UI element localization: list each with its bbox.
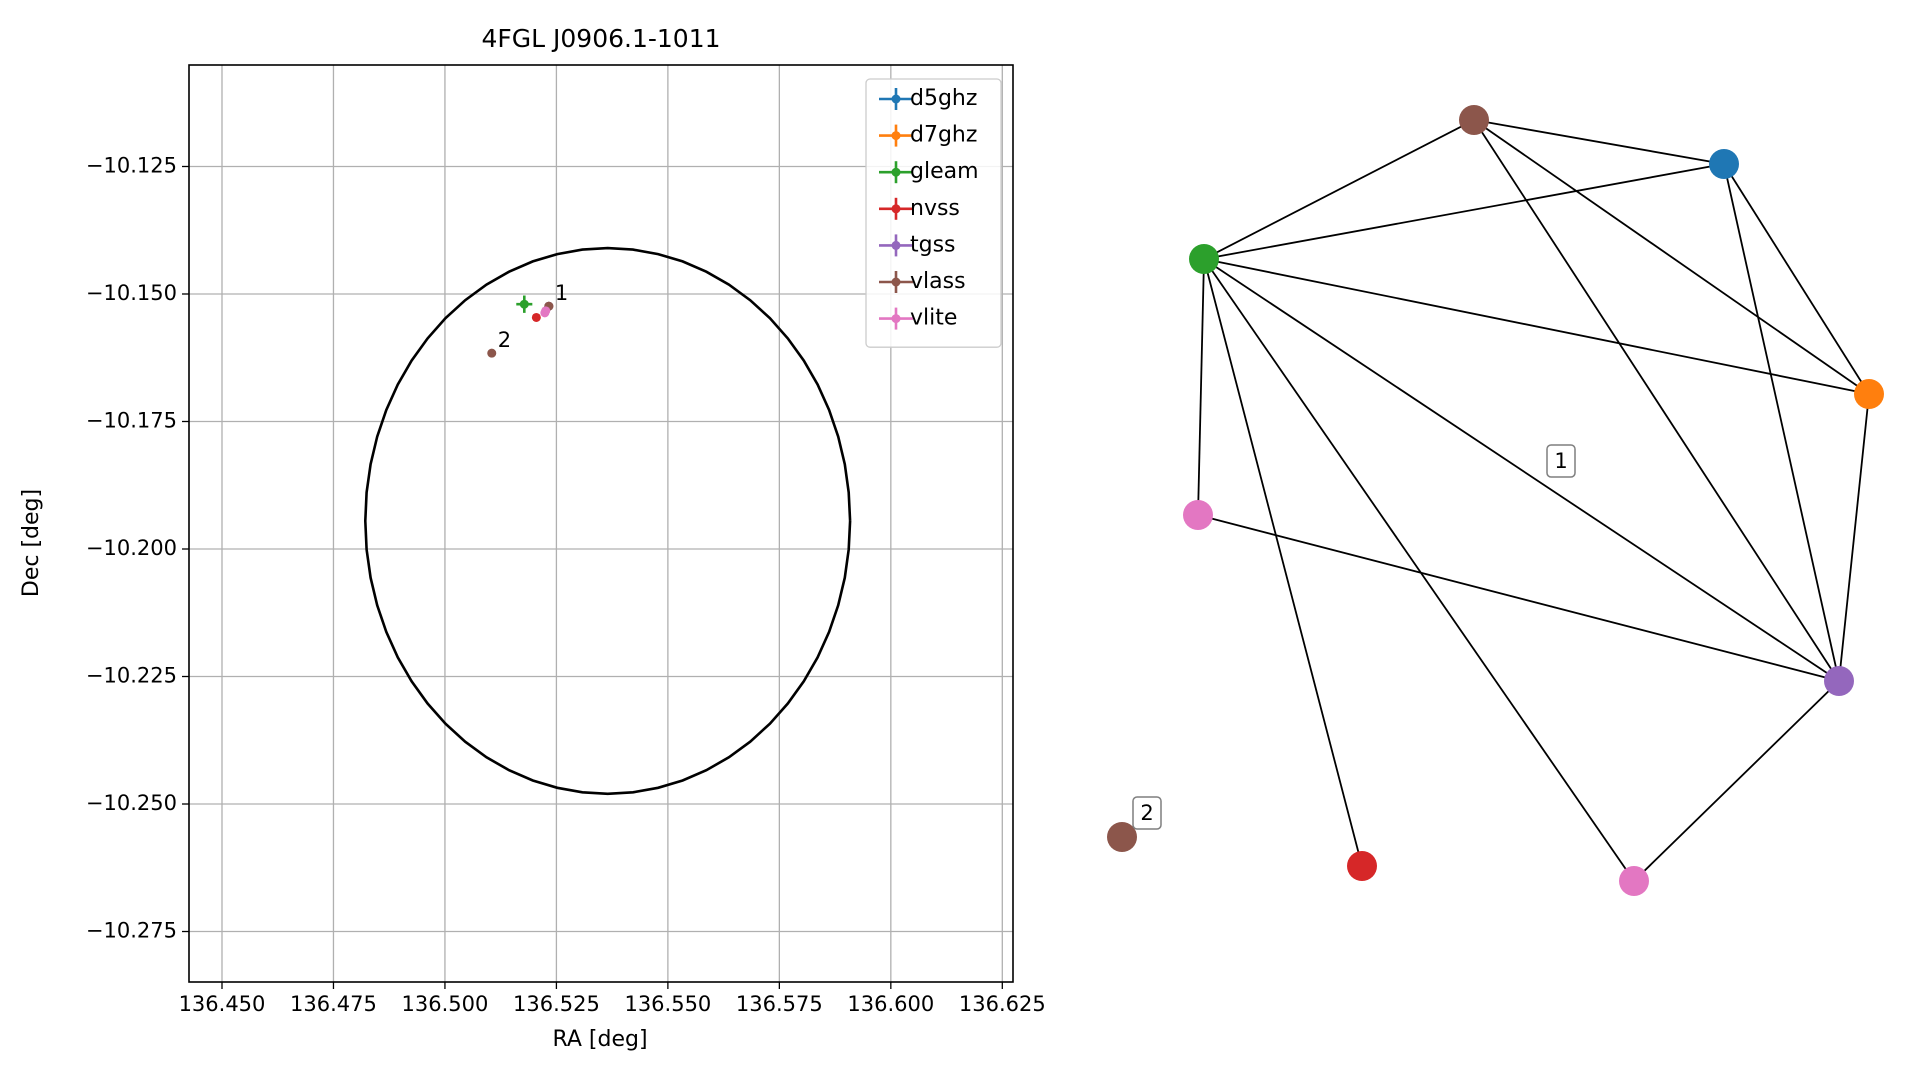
legend-label: tgss (910, 232, 956, 257)
graph-edge (1473, 119, 1870, 395)
graph-node-vlite_2 (1619, 866, 1649, 896)
x-tick-label: 136.625 (959, 992, 1046, 1016)
axes-frame (188, 64, 1014, 983)
graph-edge (1473, 119, 1725, 165)
uncertainty-circle (363, 246, 852, 796)
legend-marker (891, 167, 901, 177)
group-label-text: 1 (1554, 449, 1567, 473)
graph-edge (1197, 258, 1205, 516)
y-tick-label: −10.200 (86, 536, 177, 560)
y-tick-label: −10.175 (86, 408, 177, 432)
legend-label: vlass (910, 269, 966, 294)
group-label-text: 2 (1140, 801, 1153, 825)
legend-entry-vlass: vlass (879, 269, 966, 294)
graph-edge (1203, 258, 1870, 395)
graph-node-tgss (1824, 666, 1854, 696)
graph-edge (1723, 163, 1840, 682)
y-tick-label: −10.225 (86, 664, 177, 688)
y-tick-label: −10.275 (86, 919, 177, 943)
data-point-gleam (516, 295, 533, 313)
y-tick-label: −10.250 (86, 791, 177, 815)
graph-edge (1203, 258, 1363, 867)
legend-label: vlite (910, 306, 957, 331)
marker (540, 308, 550, 318)
graph-node-gleam (1189, 244, 1219, 274)
legend-label: nvss (910, 196, 960, 221)
legend-label: gleam (910, 159, 979, 184)
graph-group-label: 2 (1132, 796, 1162, 830)
group-label: 1 (555, 281, 568, 305)
legend: d5ghz d7ghz gleam nvss tgss vlass vlite (865, 78, 1002, 348)
x-axis-label: RA [deg] (552, 1027, 647, 1052)
legend-marker (891, 277, 901, 287)
x-tick-label: 136.475 (290, 992, 377, 1016)
graph-edge (1197, 514, 1840, 682)
legend-label: d7ghz (910, 123, 977, 148)
x-tick-label: 136.600 (847, 992, 934, 1016)
y-tick-label: −10.150 (86, 281, 177, 305)
legend-entry-nvss: nvss (879, 196, 960, 221)
data-point-vlass (487, 348, 497, 358)
y-axis-label: Dec [deg] (19, 489, 44, 597)
graph-node-vlass_1 (1459, 105, 1489, 135)
marker (487, 348, 497, 358)
legend-entry-gleam: gleam (879, 159, 979, 184)
graph-group-label: 1 (1546, 444, 1576, 478)
graph-edge (1838, 393, 1870, 682)
group-label-box (1132, 796, 1162, 830)
x-tick-label: 136.525 (513, 992, 600, 1016)
group-label: 2 (498, 328, 511, 352)
legend-label: d5ghz (910, 86, 977, 111)
graph-node-d7ghz (1854, 379, 1884, 409)
graph-node-vlite_1 (1183, 500, 1213, 530)
legend-marker (891, 131, 901, 141)
legend-entry-d7ghz: d7ghz (879, 123, 977, 148)
y-tick-label: −10.125 (86, 153, 177, 177)
marker (519, 299, 529, 309)
graph-edge (1203, 163, 1725, 260)
legend-entry-tgss: tgss (879, 232, 956, 257)
graph-node-d5ghz (1709, 149, 1739, 179)
grid (189, 65, 1013, 982)
x-tick-label: 136.500 (402, 992, 489, 1016)
network-graph: 12 (1107, 105, 1884, 896)
graph-edge (1723, 163, 1870, 395)
data-point-vlite (540, 308, 550, 318)
legend-marker (891, 240, 901, 250)
legend-marker (891, 204, 901, 214)
chart-title: 4FGL J0906.1-1011 (481, 24, 720, 53)
group-label-box (1546, 444, 1576, 478)
legend-entry-vlite: vlite (879, 306, 957, 331)
graph-edge (1203, 258, 1635, 882)
legend-entry-d5ghz: d5ghz (879, 86, 977, 111)
graph-edge (1633, 680, 1840, 882)
graph-node-nvss (1347, 851, 1377, 881)
x-tick-label: 136.450 (179, 992, 266, 1016)
data-point-nvss (531, 312, 541, 322)
legend-marker (891, 314, 901, 324)
graph-edge (1203, 119, 1475, 260)
x-tick-label: 136.550 (624, 992, 711, 1016)
legend-marker (891, 94, 901, 104)
graph-edge (1473, 119, 1840, 682)
plot-area: 136.450 136.475 136.500 136.525 136.550 136.5… (86, 64, 1046, 1016)
graph-edge (1203, 258, 1840, 682)
graph-node-vlass_2 (1107, 822, 1137, 852)
x-tick-label: 136.575 (736, 992, 823, 1016)
marker (531, 312, 541, 322)
